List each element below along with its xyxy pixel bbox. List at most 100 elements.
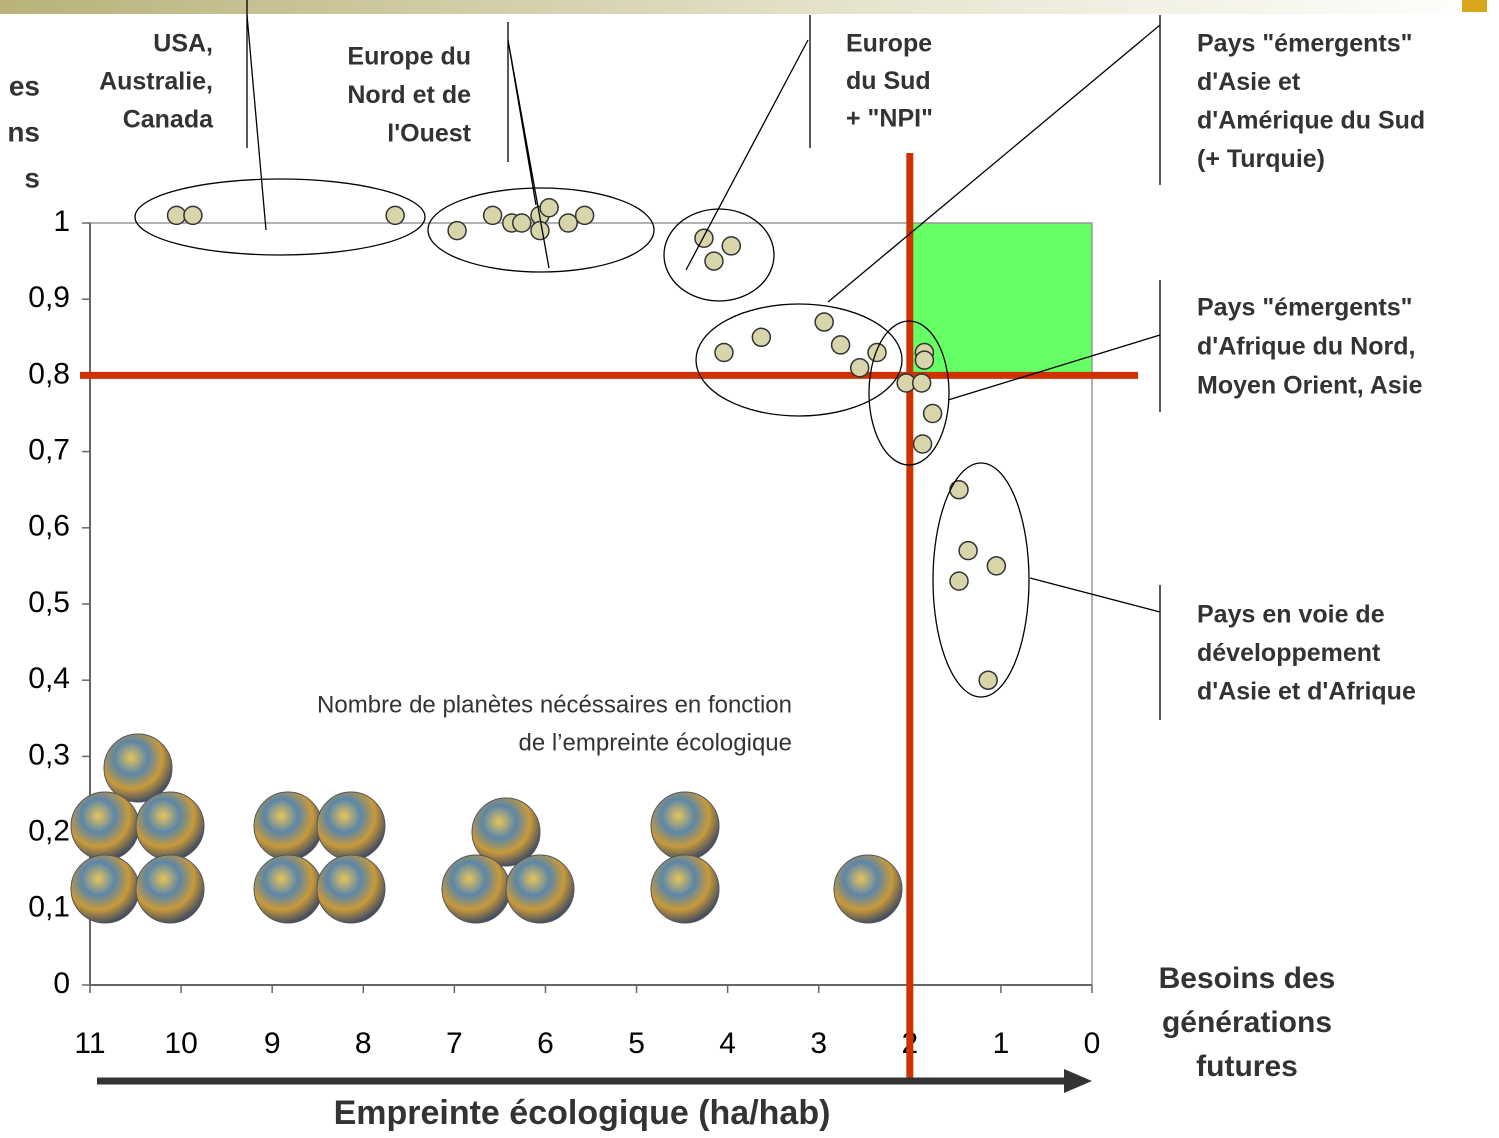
annotation: Pays "émergents": [1197, 30, 1412, 58]
planet: [505, 854, 575, 924]
y-tick-label: 0,6: [28, 510, 70, 543]
x-arrow-head: [1064, 1069, 1092, 1093]
point: [978, 670, 998, 690]
x-tick-label: 9: [264, 1027, 281, 1060]
annotation: s: [24, 162, 40, 193]
planet: [441, 854, 511, 924]
y-tick-label: 0: [53, 967, 70, 1000]
group-ellipse: [134, 178, 426, 256]
planet: [135, 854, 205, 924]
point: [849, 358, 870, 378]
group-annotations: [134, 0, 1161, 720]
point: [986, 556, 1007, 576]
point: [714, 342, 734, 363]
planet: [471, 797, 541, 867]
point: [183, 205, 203, 226]
planet: [103, 733, 173, 803]
point: [447, 220, 467, 241]
group-bar: [246, 0, 1161, 720]
point: [958, 540, 978, 561]
planet: [650, 791, 720, 861]
annotation: Canada: [123, 106, 214, 134]
point: [558, 213, 578, 233]
x-tick-label: 6: [537, 1027, 554, 1060]
point: [751, 327, 772, 348]
group-ellipse: [932, 462, 1030, 698]
point: [704, 251, 724, 271]
planets: [70, 733, 903, 924]
annotation: de l’empreinte écologique: [518, 729, 792, 756]
planet: [316, 791, 386, 861]
point: [530, 220, 550, 241]
point: [867, 342, 887, 363]
annotation: Europe: [846, 30, 932, 58]
planet: [316, 854, 386, 924]
annotation: USA,: [153, 30, 213, 58]
x-tick-label: 7: [446, 1027, 463, 1060]
y-tick-label: 0,8: [28, 357, 70, 390]
point: [914, 350, 935, 370]
point: [385, 205, 405, 226]
point: [512, 213, 532, 233]
planet: [650, 854, 720, 924]
planet: [253, 854, 323, 924]
point: [539, 198, 559, 218]
annotation: Europe du: [347, 43, 471, 71]
annotation: Australie,: [99, 68, 213, 96]
point: [911, 373, 932, 393]
annotation: futures: [1196, 1050, 1298, 1083]
annotation: d'Asie et d'Afrique: [1197, 678, 1416, 706]
y-tick-label: 0,3: [28, 738, 70, 771]
annotation: Moyen Orient, Asie: [1197, 372, 1423, 400]
point: [922, 403, 943, 424]
x-tick-label: 11: [74, 1027, 105, 1060]
planet: [253, 791, 323, 861]
y-tick-label: 1: [53, 205, 70, 238]
annotation: + "NPI": [846, 105, 933, 133]
annotation: Nord et de: [347, 81, 471, 109]
y-tick-label: 0,4: [28, 662, 70, 695]
annotation: générations: [1162, 1006, 1332, 1039]
y-tick-label: 0,1: [28, 891, 70, 924]
x-axis-label: Empreinte écologique (ha/hab): [334, 1094, 831, 1132]
point: [694, 228, 714, 248]
x-tick-label: 0: [1084, 1027, 1101, 1060]
x-tick-label: 1: [993, 1027, 1010, 1060]
annotation: Nombre de planètes nécéssaires en foncti…: [317, 691, 792, 718]
point: [482, 205, 503, 226]
point: [166, 205, 187, 226]
point: [814, 312, 834, 332]
group-ellipse: [695, 303, 903, 417]
planet: [70, 791, 140, 861]
x-tick-label: 3: [810, 1027, 827, 1060]
y-tick-label: 0,9: [28, 281, 70, 314]
point: [574, 205, 595, 226]
point: [830, 335, 851, 355]
annotation: Besoins des: [1159, 962, 1336, 995]
annotation: Pays "émergents": [1197, 294, 1412, 322]
annotation: ns: [7, 116, 40, 147]
annotation: développement: [1197, 639, 1381, 667]
planet: [135, 791, 205, 861]
annotation: es: [9, 70, 40, 101]
point: [949, 571, 969, 591]
y-tick-label: 0,5: [28, 586, 70, 619]
y-tick-label: 0,7: [28, 434, 70, 467]
annotation: Pays en voie de: [1197, 601, 1385, 629]
point: [721, 236, 742, 256]
annotation: du Sud: [846, 67, 931, 95]
planet: [833, 854, 903, 924]
point: [949, 479, 969, 500]
x-tick-label: 4: [719, 1027, 736, 1060]
x-tick-label: 8: [355, 1027, 372, 1060]
group-ellipse: [868, 320, 950, 466]
annotation: (+ Turquie): [1197, 145, 1325, 173]
leader-line: [246, 14, 1161, 613]
annotation: d'Amérique du Sud: [1197, 107, 1425, 135]
x-tick-label: 10: [164, 1027, 197, 1060]
planet: [70, 854, 140, 924]
highlight-region: [909, 223, 1092, 376]
x-tick-label: 5: [628, 1027, 645, 1060]
